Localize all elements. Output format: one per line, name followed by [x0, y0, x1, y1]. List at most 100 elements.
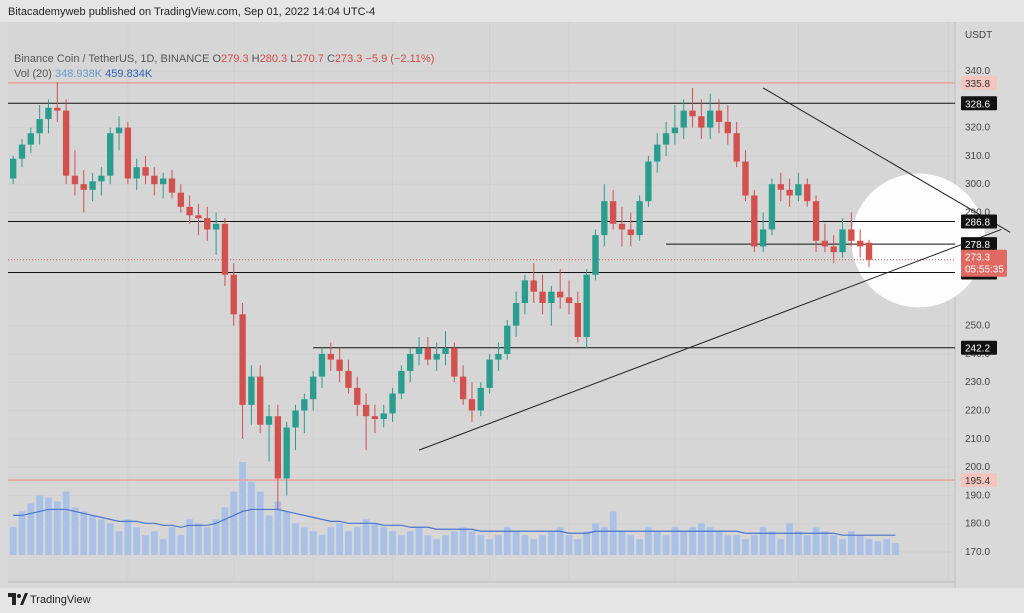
candle-body[interactable]: [80, 184, 87, 190]
candle-body[interactable]: [662, 133, 670, 145]
candle-body[interactable]: [565, 297, 573, 304]
candle-body[interactable]: [698, 116, 705, 128]
candle-body[interactable]: [124, 127, 132, 179]
candle-body[interactable]: [786, 189, 793, 196]
candle-body[interactable]: [486, 359, 493, 388]
candle-body[interactable]: [221, 223, 229, 275]
candle-body[interactable]: [459, 376, 467, 400]
candle-body[interactable]: [151, 175, 158, 185]
candle-body[interactable]: [239, 314, 246, 405]
candle-body[interactable]: [18, 144, 26, 159]
candle-body[interactable]: [265, 416, 273, 425]
candle-body[interactable]: [821, 240, 829, 247]
candle-body[interactable]: [354, 387, 361, 405]
candle-body[interactable]: [521, 280, 529, 304]
candle-body[interactable]: [27, 133, 34, 145]
chart-frame[interactable]: 340.0320.0310.0300.0290.0250.0240.0230.0…: [0, 22, 1024, 588]
candle-body[interactable]: [618, 223, 626, 230]
candle-body[interactable]: [759, 229, 767, 247]
candle-body[interactable]: [592, 235, 599, 275]
candle-body[interactable]: [804, 184, 811, 202]
candle-body[interactable]: [680, 110, 687, 128]
candle-body[interactable]: [186, 206, 193, 216]
candle-body[interactable]: [107, 133, 114, 176]
candle-body[interactable]: [645, 161, 652, 202]
candle-body[interactable]: [557, 291, 564, 298]
candle-body[interactable]: [362, 404, 370, 417]
candle-body[interactable]: [230, 274, 237, 315]
candle-body[interactable]: [512, 303, 520, 326]
candle-body[interactable]: [133, 167, 140, 179]
candle-body[interactable]: [54, 107, 61, 111]
candle-body[interactable]: [609, 201, 617, 224]
candle-body[interactable]: [371, 416, 379, 420]
candle-body[interactable]: [398, 370, 405, 394]
candle-body[interactable]: [89, 181, 96, 190]
candle-body[interactable]: [468, 399, 476, 411]
candle-body[interactable]: [98, 175, 105, 182]
candle-body[interactable]: [477, 387, 484, 411]
candle-body[interactable]: [848, 229, 855, 241]
candle-body[interactable]: [548, 291, 555, 304]
candle-body[interactable]: [318, 353, 326, 377]
candle-body[interactable]: [424, 348, 432, 360]
candle-body[interactable]: [380, 413, 387, 420]
candle-body[interactable]: [292, 410, 299, 428]
candle-body[interactable]: [10, 158, 17, 179]
candle-body[interactable]: [159, 178, 167, 185]
candle-body[interactable]: [407, 353, 414, 371]
footer-brand[interactable]: TradingView: [30, 594, 91, 606]
candle-body[interactable]: [539, 291, 546, 304]
plot-area[interactable]: [8, 22, 955, 582]
trendline-rising-support[interactable]: [418, 228, 1002, 451]
candle-body[interactable]: [795, 184, 802, 196]
candle-body[interactable]: [71, 175, 79, 185]
candle-body[interactable]: [671, 127, 679, 134]
candle-body[interactable]: [115, 127, 123, 134]
candle-body[interactable]: [433, 353, 440, 360]
trendline-falling-resistance[interactable]: [762, 87, 1011, 233]
candle-body[interactable]: [336, 359, 343, 371]
candle-body[interactable]: [707, 110, 714, 128]
candle-body[interactable]: [301, 399, 308, 411]
candle-body[interactable]: [724, 121, 732, 134]
candle-body[interactable]: [177, 192, 184, 207]
candle-body[interactable]: [627, 229, 634, 236]
candle-body[interactable]: [865, 242, 873, 260]
candle-body[interactable]: [36, 119, 43, 134]
candle-body[interactable]: [168, 178, 176, 193]
candle-body[interactable]: [601, 201, 608, 236]
candle-body[interactable]: [689, 110, 696, 117]
candle-body[interactable]: [574, 303, 582, 337]
candle-body[interactable]: [742, 161, 749, 196]
candle-body[interactable]: [733, 133, 740, 162]
candle-body[interactable]: [283, 427, 290, 479]
candle-body[interactable]: [583, 274, 590, 337]
candle-body[interactable]: [839, 229, 846, 253]
candle-body[interactable]: [204, 218, 211, 230]
candle-body[interactable]: [142, 167, 149, 176]
candle-body[interactable]: [195, 215, 202, 219]
candle-body[interactable]: [327, 353, 334, 360]
candle-body[interactable]: [857, 240, 864, 247]
candle-body[interactable]: [257, 376, 264, 425]
price-chart[interactable]: 340.0320.0310.0300.0290.0250.0240.0230.0…: [0, 22, 1024, 588]
candle-body[interactable]: [62, 110, 70, 176]
candle-body[interactable]: [415, 348, 423, 354]
candle-body[interactable]: [345, 370, 352, 388]
candle-body[interactable]: [504, 325, 511, 354]
candle-body[interactable]: [442, 348, 449, 354]
candle-body[interactable]: [751, 195, 758, 247]
candle-body[interactable]: [654, 144, 661, 162]
candle-body[interactable]: [636, 201, 643, 236]
tradingview-logo-icon[interactable]: [8, 593, 28, 607]
candle-body[interactable]: [451, 348, 458, 377]
candle-body[interactable]: [309, 376, 317, 400]
candle-body[interactable]: [389, 393, 396, 414]
candle-body[interactable]: [274, 416, 282, 479]
candle-body[interactable]: [777, 184, 784, 190]
candle-body[interactable]: [768, 184, 776, 230]
candle-body[interactable]: [830, 246, 837, 253]
candle-body[interactable]: [530, 280, 537, 292]
candle-body[interactable]: [715, 110, 723, 122]
